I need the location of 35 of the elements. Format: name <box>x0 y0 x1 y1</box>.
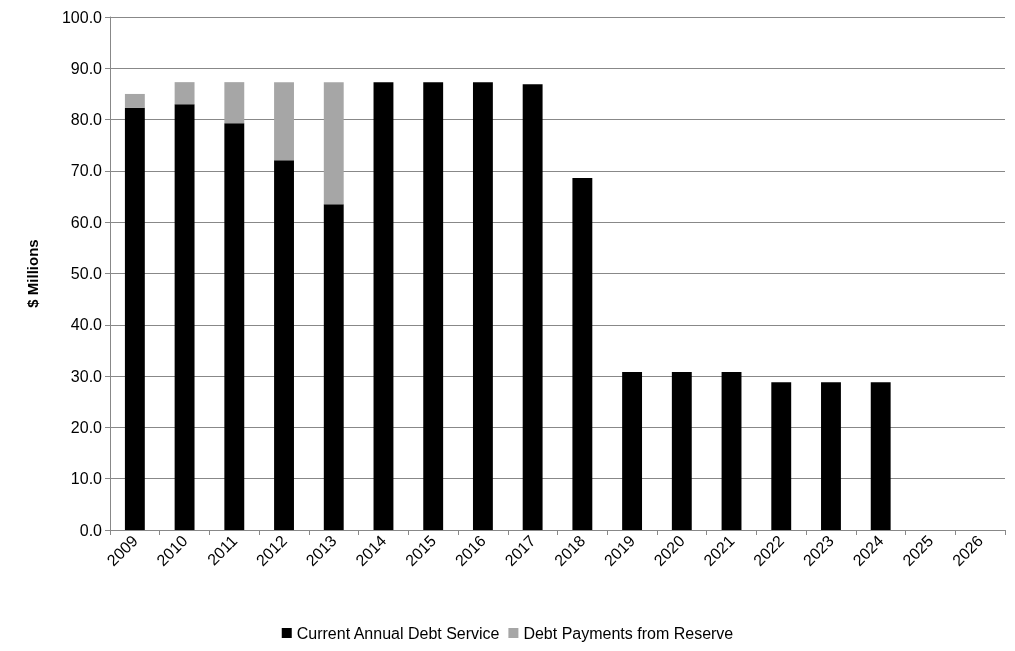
legend-label: Debt Payments from Reserve <box>523 624 734 642</box>
bar <box>870 382 891 530</box>
bar <box>323 204 344 530</box>
bar <box>821 382 841 530</box>
y-tick-label: 20.0 <box>70 418 103 436</box>
bar <box>771 382 792 530</box>
bar <box>224 82 245 124</box>
bar <box>323 82 344 205</box>
bar <box>522 84 543 530</box>
legend-label: Current Annual Debt Service <box>296 624 500 642</box>
bar <box>124 107 145 530</box>
y-tick-label: 80.0 <box>70 111 103 129</box>
y-tick-label: 0.0 <box>79 521 103 539</box>
bar <box>274 82 294 161</box>
y-tick-label: 30.0 <box>70 367 103 385</box>
y-axis-title: $ Millions <box>24 239 41 308</box>
bar <box>174 82 195 105</box>
bar <box>174 104 195 530</box>
bar <box>124 93 145 108</box>
y-tick-label: 10.0 <box>70 470 103 488</box>
bar <box>472 82 493 530</box>
y-tick-label: 100.0 <box>61 8 103 26</box>
y-tick-label: 50.0 <box>70 265 103 282</box>
bar <box>373 82 394 530</box>
y-tick-label: 40.0 <box>70 316 103 334</box>
y-tick-label: 70.0 <box>70 162 103 180</box>
bar <box>274 160 294 530</box>
bar <box>671 372 692 530</box>
bar <box>224 123 245 530</box>
bar <box>721 372 742 530</box>
bar <box>423 82 444 530</box>
y-tick-label: 60.0 <box>70 213 103 231</box>
bar <box>622 372 643 530</box>
y-tick-label: 90.0 <box>70 59 103 77</box>
bar <box>572 178 593 530</box>
